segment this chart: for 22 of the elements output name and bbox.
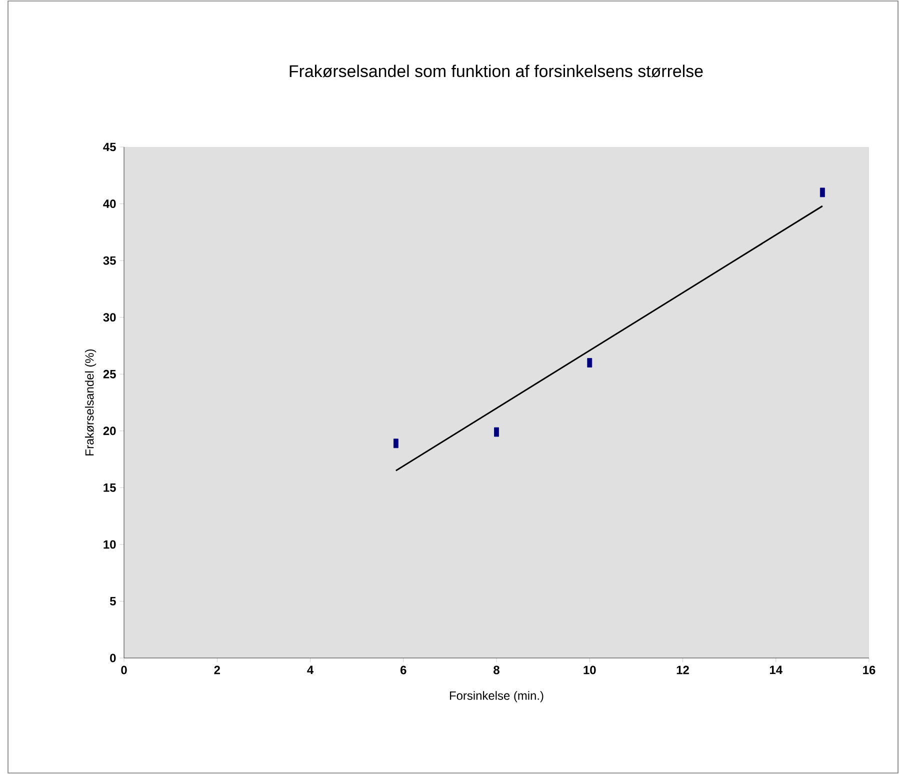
- y-tick-label: 45: [103, 142, 116, 152]
- y-tick-label: 35: [103, 256, 116, 265]
- y-tick-label: 0: [110, 654, 116, 662]
- x-tick-label: 4: [307, 666, 314, 674]
- x-tick-label: 6: [400, 666, 406, 674]
- y-tick-label: 30: [103, 313, 116, 322]
- chart-title: Frakørselsandel som funktion af forsinkelsens størrelse: [290, 64, 703, 78]
- y-tick-label: 15: [104, 484, 116, 492]
- x-tick-label: 10: [584, 666, 596, 674]
- x-tick-label: 8: [494, 666, 500, 674]
- x-axis-title: Forsinkelse (min.): [450, 691, 544, 702]
- y-tick-label: 25: [103, 370, 116, 378]
- x-tick-label: 14: [770, 666, 782, 674]
- y-tick-label: 20: [103, 426, 116, 436]
- y-tick-label: 5: [110, 597, 116, 606]
- x-tick-label: 12: [676, 666, 689, 674]
- x-tick-label: 16: [863, 666, 876, 674]
- y-axis-title: Frakørselsandel (%): [84, 349, 96, 456]
- x-tick-label: 0: [121, 666, 127, 674]
- y-tick-label: 40: [103, 200, 116, 208]
- y-tick-label: 10: [104, 540, 116, 549]
- x-tick-label: 2: [214, 666, 220, 674]
